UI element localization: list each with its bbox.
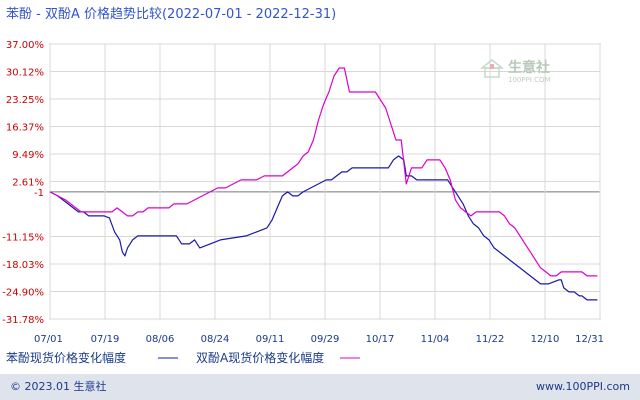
- x-tick-label: 12/10: [531, 334, 560, 345]
- y-tick-label: -31.78%: [2, 315, 44, 326]
- legend: 苯酚现货价格变化幅度 双酚A现货价格变化幅度: [6, 350, 360, 365]
- series-lines: [49, 67, 598, 301]
- legend-label-bpa: 双酚A现货价格变化幅度: [196, 350, 324, 365]
- y-tick-label: -24.90%: [2, 287, 44, 298]
- x-tick-label: 08/06: [146, 334, 175, 345]
- footer-copyright: © 2023.01 生意社: [10, 379, 106, 393]
- y-tick-label: 37.00%: [6, 40, 44, 51]
- watermark-url: 100PPI.COM: [508, 76, 551, 84]
- grid-lines: [49, 43, 601, 320]
- x-tick-label: 11/04: [421, 334, 450, 345]
- x-tick-label: 08/24: [201, 334, 230, 345]
- legend-label-phenol: 苯酚现货价格变化幅度: [6, 350, 126, 365]
- x-tick-label: 09/11: [256, 334, 285, 345]
- y-tick-label: -1: [34, 188, 44, 199]
- series-line-phenol: [49, 155, 598, 301]
- y-tick-label: -18.03%: [2, 260, 44, 271]
- watermark-brand: 生意社: [508, 59, 550, 76]
- y-tick-label: -11.15%: [2, 233, 44, 244]
- x-tick-label: 09/29: [311, 334, 340, 345]
- y-tick-label: 23.25%: [6, 95, 44, 106]
- y-tick-label: 16.37%: [6, 122, 44, 133]
- series-line-bpa: [49, 67, 598, 277]
- footer-bar: [0, 374, 640, 400]
- y-axis-ticks: 37.00% 30.12% 23.25% 16.37% 9.49% 2.61%-1 -11.…: [2, 40, 44, 326]
- y-tick-label: 2.61%: [12, 178, 44, 189]
- chart-title: 苯酚 - 双酚A 价格趋势比较(2022-07-01 - 2022-12-31): [6, 6, 336, 22]
- x-tick-label: 07/19: [91, 334, 120, 345]
- footer-url: www.100PPI.com: [536, 380, 630, 393]
- x-tick-label: 10/17: [366, 334, 395, 345]
- watermark: 生意社 100PPI.COM: [479, 59, 551, 84]
- x-tick-label: 12/31: [575, 334, 604, 345]
- x-tick-label: 07/01: [34, 334, 63, 345]
- y-tick-label: 30.12%: [6, 68, 44, 79]
- watermark-house-icon: [479, 59, 505, 78]
- y-tick-label: 9.49%: [12, 150, 44, 161]
- x-axis-ticks: 07/01 07/19 08/06 08/24 09/11 09/29 10/17 11/04…: [34, 334, 604, 345]
- x-tick-label: 11/22: [476, 334, 505, 345]
